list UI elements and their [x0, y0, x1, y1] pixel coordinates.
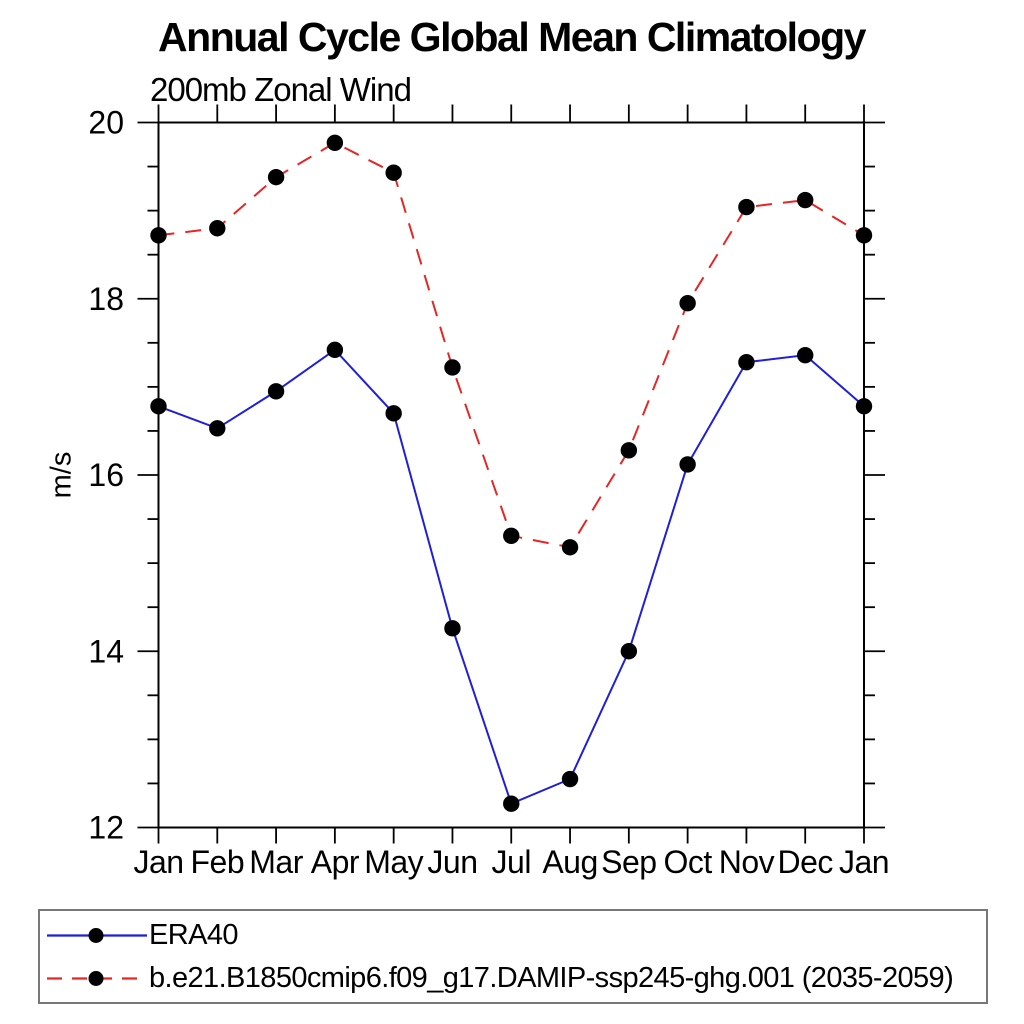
svg-text:Jan: Jan — [133, 844, 183, 880]
legend-line-sample-solid — [47, 927, 147, 943]
svg-text:18: 18 — [88, 281, 124, 317]
legend-line-sample-dashed — [47, 970, 147, 986]
svg-text:Jan: Jan — [839, 844, 889, 880]
svg-text:Jun: Jun — [427, 844, 477, 880]
svg-text:Sep: Sep — [601, 844, 656, 880]
legend-label-model: b.e21.B1850cmip6.f09_g17.DAMIP-ssp245-gh… — [149, 961, 954, 994]
svg-text:May: May — [364, 844, 423, 880]
svg-text:Mar: Mar — [249, 844, 303, 880]
legend-entry-era40: ERA40 — [43, 914, 986, 957]
svg-text:Nov: Nov — [719, 844, 775, 880]
legend: ERA40 b.e21.B1850cmip6.f09_g17.DAMIP-ssp… — [38, 909, 988, 1004]
chart-subtitle: 200mb Zonal Wind — [150, 71, 412, 108]
legend-label-era40: ERA40 — [149, 918, 238, 951]
svg-text:Jul: Jul — [492, 844, 531, 880]
chart-title: Annual Cycle Global Mean Climatology — [158, 14, 866, 60]
svg-text:20: 20 — [88, 105, 124, 141]
svg-text:Aug: Aug — [542, 844, 597, 880]
svg-text:Dec: Dec — [778, 844, 834, 880]
svg-text:Apr: Apr — [311, 844, 360, 880]
svg-text:14: 14 — [88, 633, 124, 669]
svg-text:Feb: Feb — [190, 844, 244, 880]
svg-text:16: 16 — [88, 457, 124, 493]
svg-text:Oct: Oct — [663, 844, 712, 880]
svg-text:12: 12 — [88, 810, 124, 846]
legend-entry-model: b.e21.B1850cmip6.f09_g17.DAMIP-ssp245-gh… — [43, 957, 986, 1000]
